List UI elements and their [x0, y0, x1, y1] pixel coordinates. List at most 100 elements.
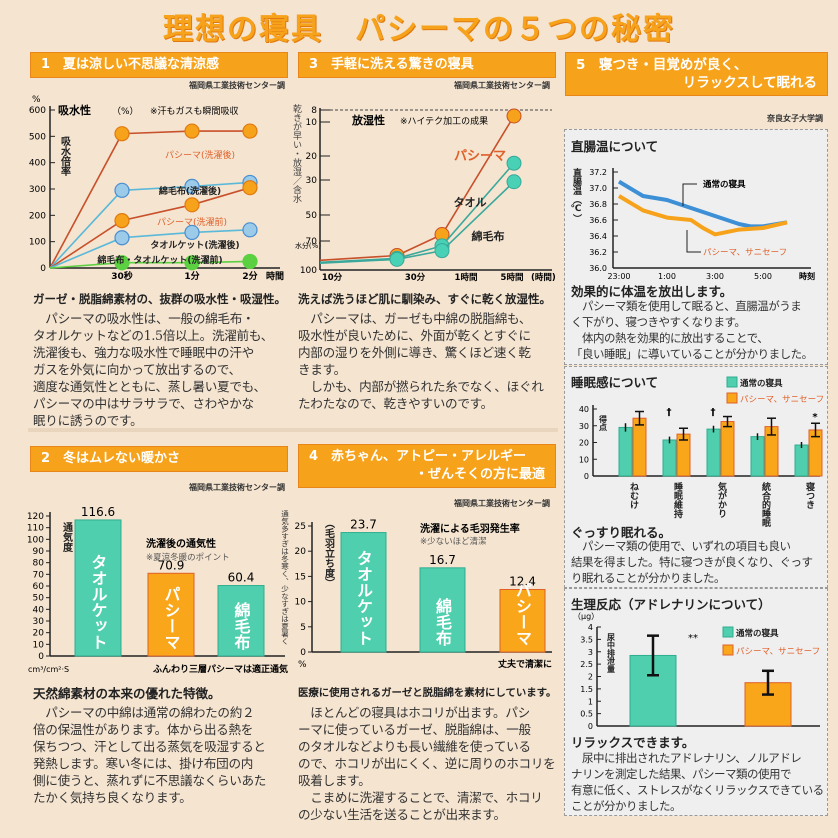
y-tick-label: 20 — [295, 547, 307, 557]
y-tick-label: 10 — [306, 118, 318, 128]
bar-value-label: 12.4 — [509, 575, 536, 589]
body-line: ナリンを測定した結果、パシーマ類の使用で — [571, 767, 791, 781]
y-tick-label: 100 — [300, 266, 317, 276]
x-tick-label: 1時間 — [455, 272, 478, 283]
legend-swatch — [726, 392, 738, 404]
bar-category-label: パシーマ — [513, 582, 532, 646]
adrenaline-box: 生理反応（アドレナリンについて） （μg） 0 0.5 1 1.5 2 2.5 3 3.5 4 尿中… — [564, 588, 828, 816]
x-category-label: ねむけ — [628, 482, 639, 510]
data-point — [242, 253, 258, 270]
y-tick-label: 36.4 — [589, 232, 607, 241]
y-tick-label: 60 — [33, 582, 45, 592]
body-line: 有意に低く、ストレスがなくリラックスできている — [571, 783, 824, 797]
body-line: 体内の熱を効果的に放出することで、 — [571, 331, 769, 345]
section-2-body: パシーマの中綿は通常の綿わたの約２ 倍の保温性があります。体から出る熱を 保ちつつ、… — [33, 704, 266, 806]
y-unit: % — [32, 95, 41, 105]
y-tick-label: 15 — [295, 572, 306, 582]
bar-category-label: タオルケット — [354, 550, 373, 646]
significance-marker: † — [667, 407, 672, 418]
y-tick-label: 30 — [33, 617, 45, 627]
section-2-header: 2 冬はムレない暖かさ — [30, 446, 288, 472]
y-tick-label: 5 — [300, 623, 306, 633]
chart-title-unit: （%） — [112, 106, 139, 117]
significance-marker: ** — [688, 633, 698, 644]
legend-label: パシーマ、サニセーフ — [736, 647, 820, 657]
body-line: 発熱します。寒い冬には、掛け布団の内 — [33, 756, 254, 771]
adrenaline-chart: （μg） 0 0.5 1 1.5 2 2.5 3 3.5 4 尿中排泄量 ** 通常の寝具パシーマ、サニ… — [573, 612, 820, 731]
series-line — [319, 162, 515, 264]
y-tick-label: 0 — [588, 722, 593, 731]
y-tick-label: 30 — [306, 176, 318, 186]
data-point — [242, 222, 258, 238]
series-label: パシーマ(洗濯前) — [157, 216, 227, 228]
body-line: パシーマの中はサラサラで、さわやかな — [33, 396, 254, 411]
body-line: ーマに使っているガーゼ、脱脂綿は、一般 — [298, 722, 531, 737]
header-line: ・ぜんそくの方に最適 — [414, 467, 545, 482]
box-body: パシーマ類を使用して眠ると、直腸温がうま く下がり、寝つきやすくなります。 体内の… — [571, 298, 813, 362]
box-caption: ぐっすり眠れる。 — [571, 525, 672, 540]
x-tick-label: 2分 — [242, 270, 257, 282]
body-line: パシーマ類の使用で、いずれの項目も良い — [571, 539, 791, 553]
section-2-caption: 天然綿素材の本来の優れた特徴。 — [33, 686, 221, 701]
body-line: の少ない生活を送ることが出来ます。 — [298, 807, 506, 822]
x-tick-label: 30分 — [405, 272, 426, 283]
series-line — [49, 181, 251, 269]
data-point — [114, 255, 130, 271]
bar-value-label: 60.4 — [228, 571, 255, 585]
bar — [750, 436, 765, 477]
data-point — [114, 182, 130, 198]
significance-marker: * — [812, 412, 818, 423]
body-line: ガスを外気に向かって放出するので、 — [33, 362, 241, 377]
y-tick-label: 3.5 — [580, 635, 593, 644]
y-tick-label: 300 — [29, 185, 46, 195]
y-tick-label: 600 — [29, 106, 46, 116]
series-label: パシーマ、サニセーフ — [703, 248, 787, 258]
significance-marker: † — [711, 407, 716, 418]
section-1-source: 福岡県工業技術センター調 — [189, 81, 285, 90]
data-point — [114, 213, 130, 229]
bar-category-label: タオルケット — [89, 554, 108, 650]
y-axis-label: 吸水倍率 — [59, 136, 72, 177]
y-tick-label: 0 — [38, 652, 44, 662]
y-axis-label: 通気度 — [61, 522, 74, 553]
section-4-header: 4 赤ちゃん、アトピー・アレルギー ・ぜんそくの方に最適 — [298, 444, 556, 488]
y-tick-label: 37.0 — [589, 184, 607, 193]
body-line: 適度な通気性とともに、蒸し暑い夏でも、 — [33, 379, 266, 394]
series-label: 通常の寝具 — [703, 179, 746, 190]
data-point — [389, 251, 405, 267]
y-tick-label: 500 — [29, 132, 46, 142]
box-caption: リラックスできます。 — [571, 735, 695, 750]
y-tick-label: 70 — [306, 237, 318, 247]
rectal-temp-chart: 36.0 36.2 36.4 36.6 36.8 37.0 37.2 直腸温（℃） 23:00 1… — [570, 167, 815, 281]
body-line: く下がり、寝つきやすくなります。 — [571, 315, 746, 329]
legend-label: 通常の寝具 — [736, 628, 779, 639]
series-line — [617, 194, 788, 237]
bar — [147, 572, 195, 657]
bar-value-label: 116.6 — [81, 505, 115, 519]
data-point — [506, 108, 522, 124]
body-line: 内部の湿りを外側に導き、驚くほど速く乾 — [298, 345, 531, 360]
header-line: 5 寝つき・目覚めが良く、 — [576, 57, 748, 73]
data-point — [506, 155, 522, 171]
section-4-caption: 医療に使用されるガーゼと脱脂綿を素材にしています。 — [298, 687, 557, 699]
box-body: 尿中に排出されたアドレナリン、ノルアドレ ナリンを測定した結果、パシーマ類の使用で… — [571, 750, 824, 814]
y-tick-label: 20 — [33, 629, 45, 639]
series-line — [49, 260, 251, 269]
body-line: タオルケットなどの1.5倍以上。洗濯前も、 — [33, 328, 274, 343]
y-tick-label: 0 — [584, 472, 589, 481]
y-tick-label: 400 — [29, 159, 46, 169]
bar-category-label: パシーマ — [162, 586, 181, 650]
y-axis-label: 得点 — [599, 414, 608, 432]
box-title: 睡眠感について — [571, 375, 659, 390]
x-category-label: 寝つき — [804, 481, 815, 509]
leader-line — [682, 183, 697, 206]
chart-title: 洗濯による毛羽発生率 — [420, 522, 520, 535]
bar-category-label: 綿毛布 — [433, 597, 452, 647]
y-tick-label: 3 — [588, 648, 593, 657]
section-5-header: 5 寝つき・目覚めが良く、 リラックスして眠れる — [565, 52, 828, 96]
y-tick-label: 50 — [306, 211, 318, 221]
unit-label: （μg） — [573, 612, 599, 621]
box-title: 生理反応（アドレナリンについて） — [571, 597, 771, 612]
y-tick-label: 100 — [29, 238, 46, 248]
